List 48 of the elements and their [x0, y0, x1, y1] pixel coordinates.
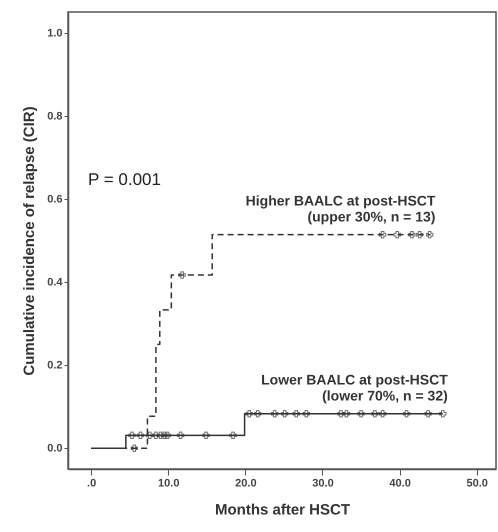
annotation: P = 0.001 [88, 170, 161, 189]
point [394, 231, 401, 238]
y-tick-label: 0.8 [47, 110, 62, 122]
point [254, 410, 262, 418]
series-label: Higher BAALC at post-HSCT (upper 30%, n = 13) [246, 192, 436, 225]
y-tick-label: 0.6 [47, 193, 62, 206]
point [146, 432, 154, 440]
point [408, 231, 416, 238]
point [202, 432, 210, 440]
x-tick-label: 20.0 [235, 478, 257, 490]
y-tick-label: 0.0 [47, 442, 62, 455]
point [178, 271, 186, 279]
point [337, 410, 345, 418]
point [176, 432, 184, 440]
point [342, 410, 350, 418]
point [128, 432, 136, 440]
x-tick-label: 50.0 [466, 478, 488, 490]
point [156, 432, 164, 440]
point [378, 410, 386, 418]
x-tick-label: 30.0 [312, 478, 334, 490]
point [229, 432, 237, 440]
point [246, 410, 253, 418]
y-tick-label: 1.0 [47, 27, 62, 40]
point [302, 410, 310, 418]
point [424, 410, 432, 418]
point [426, 231, 434, 238]
y-tick-label: 0.2 [47, 360, 62, 372]
y-tick-label: 0.4 [47, 276, 64, 289]
point [152, 432, 160, 440]
point [439, 410, 446, 418]
point [378, 231, 386, 238]
x-tick-label: 10.0 [158, 478, 180, 490]
point [371, 410, 379, 418]
point [271, 410, 278, 418]
y-axis-title: Cumulative incidence of relapse (CIR) [21, 106, 38, 376]
point [136, 432, 144, 440]
point [130, 444, 138, 452]
x-axis-title: Months after HSCT [215, 502, 350, 518]
x-tick-label: 40.0 [389, 478, 411, 490]
point [416, 231, 424, 238]
series-label: Lower BAALC at post-HSCT (lower 70%, n = 32) [261, 372, 448, 404]
x-tick-label: .0 [87, 478, 96, 490]
point [164, 432, 172, 440]
point [281, 410, 288, 418]
point [292, 410, 300, 418]
point [402, 410, 410, 418]
point [357, 410, 365, 418]
point [160, 432, 168, 440]
